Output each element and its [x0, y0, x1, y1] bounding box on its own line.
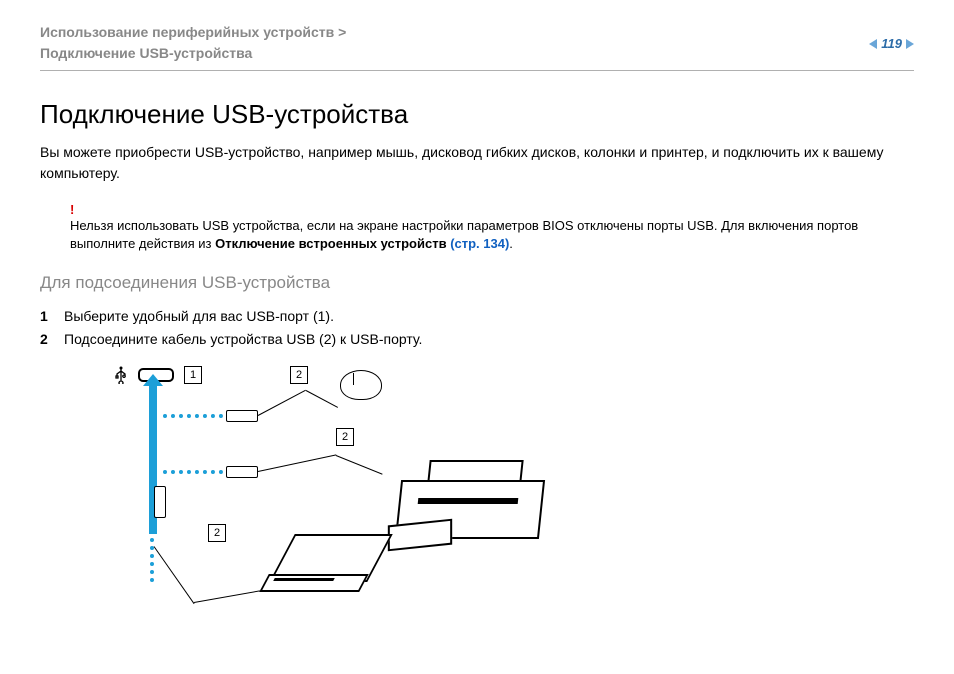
- step-text: Выберите удобный для вас USB-порт (1).: [64, 308, 334, 324]
- cable-line: [306, 390, 338, 408]
- step-1: 1 Выберите удобный для вас USB-порт (1).: [40, 305, 914, 327]
- usb-symbol-icon: [112, 366, 130, 389]
- breadcrumb: Использование периферийных устройств > П…: [40, 22, 346, 64]
- usb-connector-icon: [226, 410, 258, 422]
- callout-label-2: 2: [208, 524, 226, 542]
- subheading: Для подсоединения USB-устройства: [40, 273, 914, 293]
- callout-label-1: 1: [184, 366, 202, 384]
- breadcrumb-line-2: Подключение USB-устройства: [40, 45, 252, 61]
- steps-list: 1Выберите удобный для вас USB-порт (1). …: [40, 305, 914, 350]
- cable-line: [258, 455, 336, 473]
- warning-icon: !: [70, 202, 914, 217]
- connection-dotted-line: [150, 538, 154, 582]
- step-text: Подсоедините кабель устройства USB (2) к…: [64, 331, 422, 347]
- mouse-icon: [340, 370, 382, 400]
- cable-line: [258, 390, 306, 416]
- breadcrumb-line-1: Использование периферийных устройств >: [40, 24, 346, 40]
- usb-connector-icon: [226, 466, 258, 478]
- printer-icon: [388, 450, 558, 550]
- warning-bold: Отключение встроенных устройств: [215, 236, 450, 251]
- step-2: 2 Подсоедините кабель устройства USB (2) …: [40, 328, 914, 350]
- intro-paragraph: Вы можете приобрести USB-устройство, нап…: [40, 142, 914, 184]
- step-number: 1: [40, 305, 48, 327]
- cable-line: [154, 546, 195, 604]
- callout-label-2: 2: [290, 366, 308, 384]
- next-page-arrow-icon[interactable]: [906, 39, 914, 49]
- page-number-nav: 119: [869, 36, 914, 51]
- warning-link[interactable]: (стр. 134): [450, 236, 509, 251]
- prev-page-arrow-icon[interactable]: [869, 39, 877, 49]
- connection-dotted-line: [163, 414, 223, 418]
- warning-period: .: [509, 236, 513, 251]
- usb-connector-icon: [154, 486, 166, 518]
- connection-diagram: 1 2 2 2: [88, 366, 608, 626]
- cable-line: [336, 455, 383, 475]
- connection-dotted-line: [163, 470, 223, 474]
- step-number: 2: [40, 328, 48, 350]
- callout-label-2: 2: [336, 428, 354, 446]
- page-number: 119: [881, 36, 902, 51]
- page-header: Использование периферийных устройств > П…: [40, 22, 914, 71]
- page-title: Подключение USB-устройства: [40, 99, 914, 130]
- floppy-drive-icon: [274, 534, 384, 600]
- warning-block: ! Нельзя использовать USB устройства, ес…: [70, 202, 914, 253]
- warning-text: Нельзя использовать USB устройства, если…: [70, 218, 858, 251]
